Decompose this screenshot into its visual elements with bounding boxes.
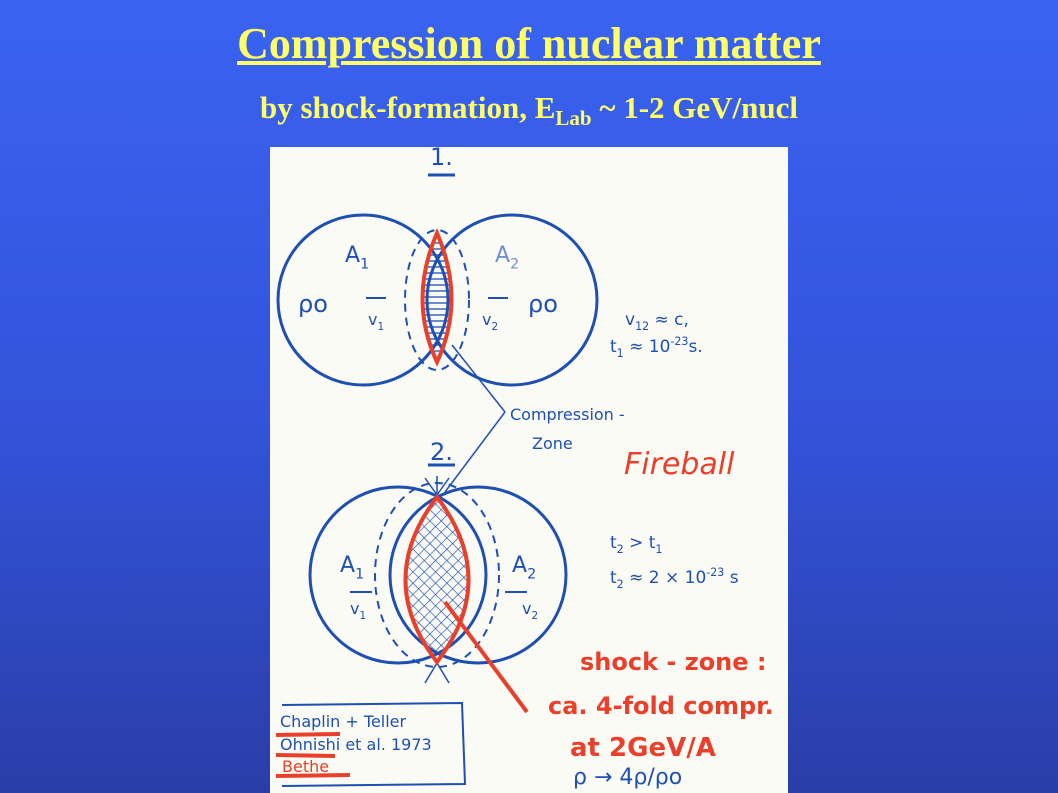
- figure-label: 1.: [430, 143, 453, 171]
- figure-label: v1: [350, 599, 366, 622]
- subscript: 1: [360, 257, 369, 273]
- figure-label: Chaplin + Teller: [280, 712, 407, 731]
- figure-label: v2: [522, 599, 538, 622]
- figure-label: v2: [482, 310, 498, 333]
- compression-zone-2: [403, 493, 471, 666]
- label-text: Chaplin + Teller: [280, 712, 407, 731]
- label-text: ρo: [298, 290, 328, 318]
- figure-label: Ohnishi et al. 1973: [280, 735, 432, 754]
- label-text: at 2GeV/A: [570, 733, 716, 763]
- figure-label: t2 ≈ 2 × 10-23 s: [610, 566, 739, 591]
- label-text: > t: [624, 533, 656, 553]
- label-text: ρ → 4ρ/ρo: [573, 765, 682, 790]
- label-text: A: [340, 553, 355, 578]
- subscript: 1: [355, 567, 364, 583]
- title: Compression of nuclear matter: [237, 19, 821, 68]
- label-text: ≈ 10: [624, 337, 671, 357]
- label-text: ≈ c,: [649, 310, 689, 330]
- label-text: 2.: [430, 438, 453, 466]
- subscript: 2: [617, 543, 624, 556]
- subscript: 2: [531, 610, 538, 622]
- figure-label: ca. 4-fold compr.: [548, 692, 774, 720]
- superscript: -23: [670, 335, 688, 348]
- label-text: t: [610, 533, 617, 553]
- figure-label: v1: [368, 310, 384, 333]
- subscript: 2: [491, 321, 498, 333]
- figure-label: shock - zone :: [580, 648, 767, 676]
- figure-label: Zone: [532, 434, 573, 453]
- label-text: shock - zone :: [580, 648, 767, 676]
- subtitle: by shock-formation, ELab ~ 1-2 GeV/nucl: [0, 90, 1058, 129]
- label-text: t: [610, 568, 617, 588]
- label-text: v: [522, 599, 531, 618]
- subscript: 1: [655, 543, 662, 556]
- figure-label: Compression -: [510, 405, 625, 424]
- figure-label: ρ → 4ρ/ρo: [573, 765, 682, 790]
- figure-label: at 2GeV/A: [570, 733, 716, 763]
- figure-label: v12 ≈ c,: [625, 310, 689, 333]
- label-text: ≈ 2 × 10: [624, 568, 707, 588]
- label-text: A: [495, 243, 510, 268]
- subscript: 1: [359, 610, 366, 622]
- figure-label: Fireball: [624, 447, 735, 482]
- label-text: Zone: [532, 434, 573, 453]
- sketch: [276, 173, 599, 787]
- subscript: 1: [617, 347, 624, 360]
- subscript: 12: [635, 320, 649, 333]
- figure-label: 2.: [430, 438, 453, 466]
- subscript: 2: [617, 578, 624, 591]
- label-text: v: [482, 310, 491, 329]
- label-text: ρo: [528, 290, 558, 318]
- paper: [270, 147, 788, 793]
- figure-label: ρo: [528, 290, 558, 318]
- label-text: Compression -: [510, 405, 625, 424]
- figure-label: A1: [340, 553, 364, 583]
- figure-label: ρo: [298, 290, 328, 318]
- subscript: 2: [527, 567, 536, 583]
- subscript: 1: [377, 321, 384, 333]
- label-text: Bethe: [282, 757, 329, 776]
- label-text: t: [610, 337, 617, 357]
- figure-label: t1 ≈ 10-23s.: [610, 335, 703, 360]
- subtitle-text: ~ 1-2 GeV/nucl: [591, 90, 798, 125]
- label-text: v: [368, 310, 377, 329]
- figure-label: A2: [512, 553, 536, 583]
- compression-zone-1: [420, 227, 454, 367]
- label-text: 1.: [430, 143, 453, 171]
- label-text: A: [512, 553, 527, 578]
- label-text: A: [345, 243, 360, 268]
- subtitle-subscript: Lab: [555, 106, 592, 130]
- figure-label: A2: [495, 243, 519, 273]
- label-text: v: [350, 599, 359, 618]
- subtitle-text: by shock-formation, E: [260, 90, 556, 125]
- label-text: v: [625, 310, 635, 330]
- underlines: [275, 732, 351, 778]
- subscript: 2: [510, 257, 519, 273]
- label-text: Ohnishi et al. 1973: [280, 735, 432, 754]
- figure-label: Bethe: [282, 757, 329, 776]
- figure-label: t2 > t1: [610, 533, 662, 556]
- arrow: [443, 600, 529, 714]
- label-text: Fireball: [624, 447, 735, 482]
- label-text: s.: [688, 337, 702, 357]
- label-text: s: [724, 568, 738, 588]
- superscript: -23: [706, 566, 724, 579]
- figure-label: A1: [345, 243, 369, 273]
- label-text: ca. 4-fold compr.: [548, 692, 774, 720]
